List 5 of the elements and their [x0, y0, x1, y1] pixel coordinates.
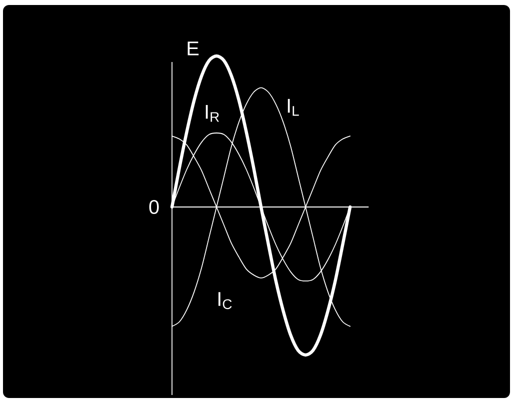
series-label: E	[188, 42, 199, 56]
series-label: I$_{R}$	[206, 104, 219, 122]
series-label: I$_{C}$	[218, 292, 232, 310]
text: 0	[149, 200, 159, 214]
series-label: I$_{L}$	[288, 98, 299, 116]
